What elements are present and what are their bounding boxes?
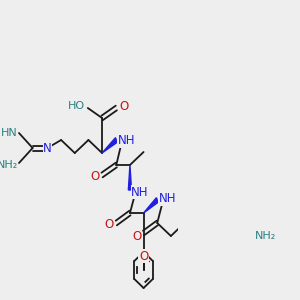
- Polygon shape: [144, 198, 158, 213]
- Text: NH: NH: [158, 193, 176, 206]
- Polygon shape: [128, 165, 131, 190]
- Text: O: O: [132, 230, 141, 242]
- Polygon shape: [102, 138, 117, 153]
- Text: HN: HN: [1, 128, 18, 138]
- Text: O: O: [90, 170, 100, 184]
- Text: NH: NH: [118, 134, 135, 148]
- Text: NH₂: NH₂: [255, 231, 276, 241]
- Text: NH₂: NH₂: [0, 160, 18, 170]
- Text: NH: NH: [131, 185, 148, 199]
- Text: O: O: [139, 250, 148, 262]
- Text: HO: HO: [68, 101, 86, 111]
- Text: O: O: [119, 100, 128, 112]
- Text: N: N: [43, 142, 52, 154]
- Text: O: O: [105, 218, 114, 232]
